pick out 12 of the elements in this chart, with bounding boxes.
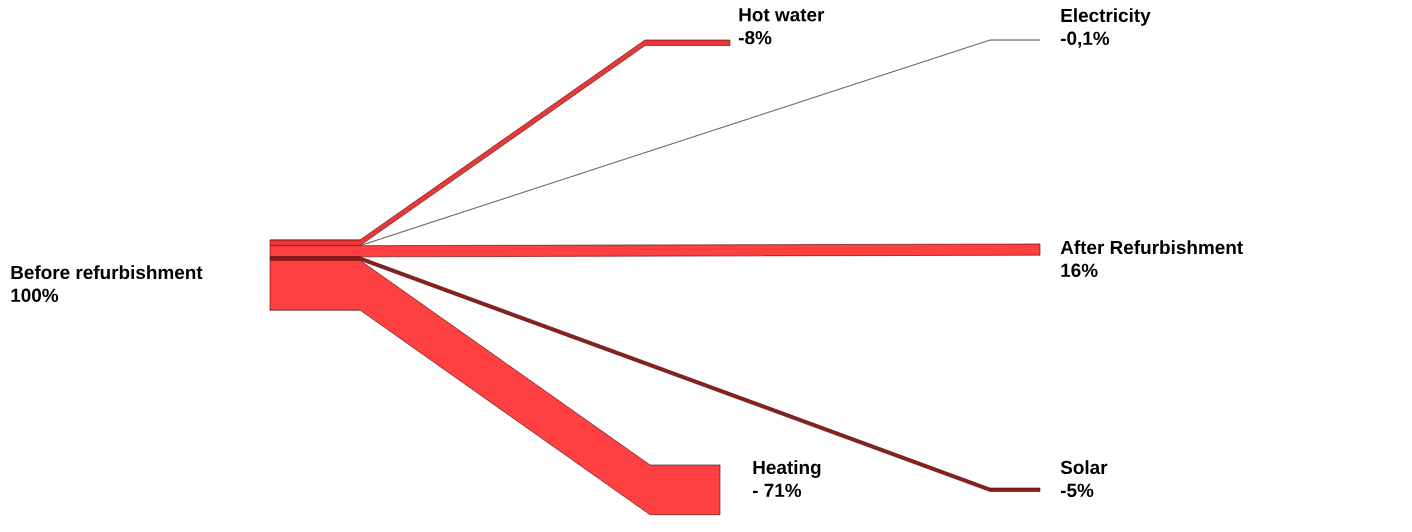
category-label: After Refurbishment xyxy=(1060,240,1243,255)
category-label: Heating xyxy=(753,460,821,478)
data-label: - 71% xyxy=(752,483,802,497)
category-label: Before refurbishment xyxy=(11,265,203,280)
data-label: -5% xyxy=(1060,483,1094,498)
category-label: Electricity xyxy=(1061,8,1151,26)
data-label: 100% xyxy=(11,288,59,303)
data-label: 16% xyxy=(1061,263,1098,278)
data-label: -0,1% xyxy=(1060,31,1110,48)
category-label: Solar xyxy=(1060,460,1108,475)
category-label: Hot water xyxy=(739,8,825,22)
data-label: -8% xyxy=(738,30,772,45)
